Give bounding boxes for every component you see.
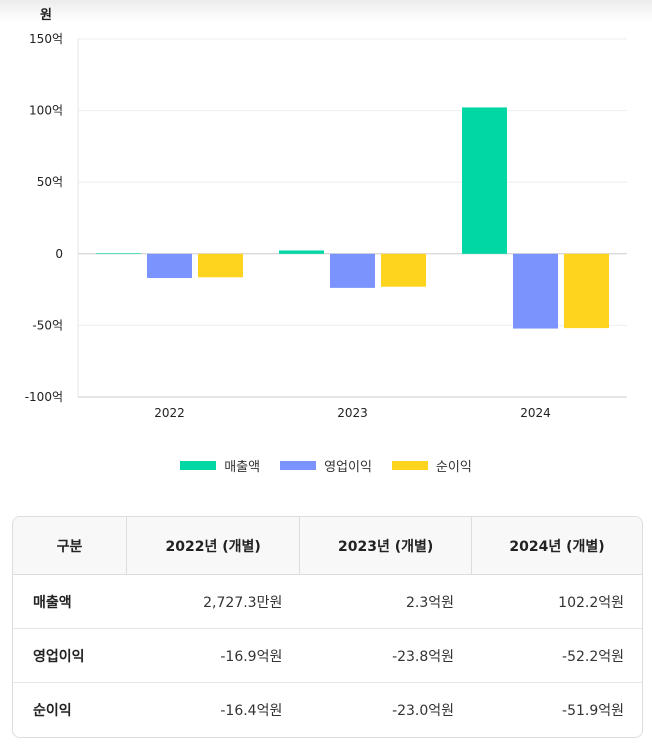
legend-item[interactable]: 영업이익: [280, 456, 372, 475]
legend-label: 매출액: [224, 460, 261, 475]
x-tick-label: 2024: [520, 406, 551, 420]
legend-swatch: [280, 461, 317, 470]
header-2023: 2023년 (개별): [300, 517, 473, 575]
table-row-revenue: 매출액 2,727.3만원 2.3억원 102.2억원: [13, 575, 642, 629]
bar-2022-0: [96, 253, 141, 255]
y-tick-label: 50억: [37, 175, 63, 189]
y-tick-label: -100억: [25, 390, 63, 404]
y-tick-label: -50억: [32, 318, 63, 332]
bar-2024-2: [564, 253, 609, 329]
legend-item[interactable]: 순이익: [391, 456, 472, 475]
financial-table: 구분 2022년 (개별) 2023년 (개별) 2024년 (개별) 매출액 …: [12, 516, 643, 738]
bar-2023-2: [381, 253, 426, 287]
y-tick-label: 100억: [29, 104, 63, 118]
cell: 102.2억원: [472, 575, 642, 629]
chart-legend: 매출액 영업이익 순이익: [0, 456, 652, 475]
row-label: 순이익: [33, 703, 72, 719]
legend-item[interactable]: 매출액: [180, 456, 260, 475]
table-row-operating-profit: 영업이익 -16.9억원 -23.8억원 -52.2억원: [13, 629, 642, 683]
y-tick-label: 150억: [29, 32, 63, 46]
cell: -52.2억원: [472, 629, 642, 683]
bar-2024-1: [513, 253, 558, 329]
cell: -16.4억원: [220, 703, 283, 719]
bar-2023-1: [330, 253, 375, 288]
cell: 2.3억원: [300, 575, 473, 629]
bar-2022-2: [198, 253, 243, 278]
cell: -51.9억원: [562, 703, 624, 719]
header-2024: 2024년 (개별): [472, 517, 642, 575]
y-tick-label: 0: [55, 247, 63, 261]
y-axis-unit-label: 원: [40, 8, 52, 23]
x-tick-label: 2023: [337, 406, 368, 420]
header-category: 구분: [13, 517, 127, 575]
legend-label: 영업이익: [324, 460, 372, 475]
cell: -23.0억원: [392, 703, 455, 719]
cell: 2,727.3만원: [127, 575, 301, 629]
header-2022: 2022년 (개별): [127, 517, 301, 575]
bar-2022-1: [147, 253, 192, 279]
cell: -23.8억원: [300, 629, 473, 683]
bar-2023-0: [279, 250, 324, 254]
top-shadow: [0, 0, 652, 22]
legend-swatch: [391, 461, 428, 470]
bar-chart: 원 150억 100억 50억 0 -50억 -100억 2022 2023 2024: [25, 8, 627, 420]
cell: -16.9억원: [127, 629, 301, 683]
bar-2024-0: [462, 107, 507, 254]
legend-swatch: [180, 461, 217, 470]
row-label: 매출액: [13, 575, 127, 629]
row-label: 영업이익: [13, 629, 127, 683]
legend-label: 순이익: [435, 460, 472, 475]
table-row-net-income: 순이익 -16.4억원 -23.0억원 -51.9억원: [13, 683, 642, 737]
x-tick-label: 2022: [154, 406, 185, 420]
